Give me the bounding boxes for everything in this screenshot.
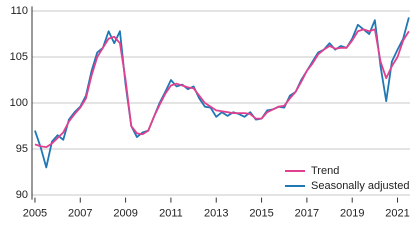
y-tick-label: 95 [16, 143, 28, 155]
x-tick-label: 2005 [23, 208, 47, 220]
x-tick-label: 2021 [385, 208, 409, 220]
chart: 90 95 100 105 110 2005 2007 2009 2011 2013 2015 201… [10, 5, 410, 220]
legend-label: Seasonally adjusted [311, 180, 409, 192]
y-tick-label: 110 [10, 5, 28, 17]
legend-label: Trend [311, 165, 339, 177]
y-tick-label: 100 [10, 97, 28, 109]
y-tick-label: 105 [10, 51, 28, 63]
x-tick-label: 2009 [113, 208, 137, 220]
x-tick-label: 2015 [249, 208, 273, 220]
x-tick-label: 2017 [295, 208, 319, 220]
x-tick-label: 2007 [68, 208, 92, 220]
x-tick-label: 2019 [340, 208, 364, 220]
series-line [34, 28, 410, 149]
x-tick-label: 2011 [159, 208, 183, 220]
x-tick-label: 2013 [204, 208, 228, 220]
y-tick-label: 90 [16, 189, 28, 201]
